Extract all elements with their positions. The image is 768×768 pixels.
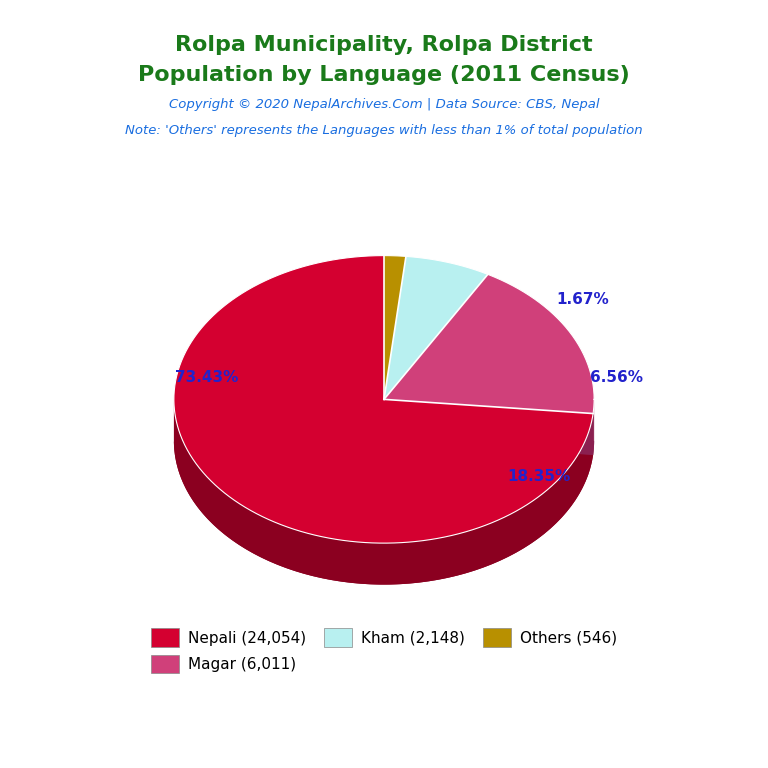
Text: Note: 'Others' represents the Languages with less than 1% of total population: Note: 'Others' represents the Languages … [125,124,643,137]
Polygon shape [593,400,594,455]
Text: 18.35%: 18.35% [507,469,571,485]
Polygon shape [384,441,594,455]
Polygon shape [384,399,593,455]
Legend: Nepali (24,054), Magar (6,011), Kham (2,148), Others (546): Nepali (24,054), Magar (6,011), Kham (2,… [145,622,623,679]
Polygon shape [384,274,594,413]
Text: 6.56%: 6.56% [590,369,643,385]
Polygon shape [174,402,593,584]
Text: Rolpa Municipality, Rolpa District: Rolpa Municipality, Rolpa District [175,35,593,55]
Polygon shape [174,256,593,543]
Text: 1.67%: 1.67% [557,293,610,307]
Polygon shape [384,256,406,399]
Text: Population by Language (2011 Census): Population by Language (2011 Census) [138,65,630,85]
Polygon shape [384,399,593,455]
Polygon shape [174,441,593,584]
Polygon shape [384,257,488,399]
Text: 73.43%: 73.43% [175,369,239,385]
Text: Copyright © 2020 NepalArchives.Com | Data Source: CBS, Nepal: Copyright © 2020 NepalArchives.Com | Dat… [169,98,599,111]
